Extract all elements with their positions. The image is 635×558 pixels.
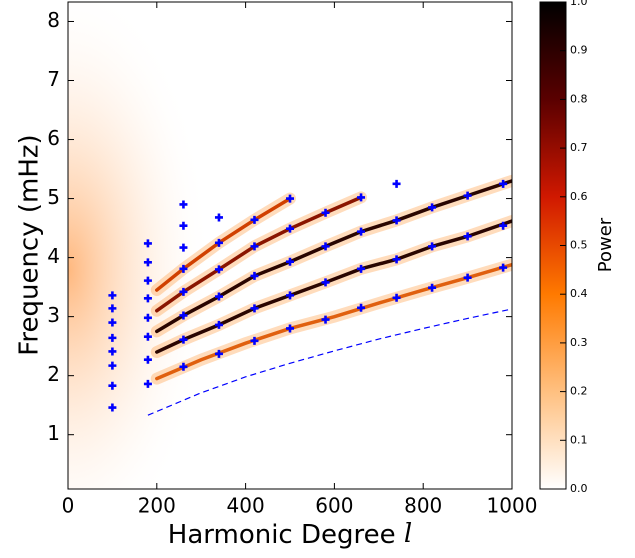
point-marker bbox=[250, 304, 259, 313]
point-marker bbox=[108, 333, 117, 342]
point-marker bbox=[321, 278, 330, 287]
point-marker bbox=[108, 291, 117, 300]
colorbar-tick-label: 0.9 bbox=[570, 44, 588, 57]
y-tick-label: 6 bbox=[47, 126, 60, 150]
point-marker bbox=[463, 273, 472, 282]
point-marker bbox=[357, 227, 366, 236]
point-marker bbox=[108, 304, 117, 313]
point-marker bbox=[179, 335, 188, 344]
point-marker bbox=[214, 238, 223, 247]
plot-frame bbox=[67, 1, 513, 490]
colorbar-tick-label: 0.8 bbox=[570, 92, 588, 105]
colorbar-tick-label: 0.1 bbox=[570, 433, 588, 446]
colorbar-tick-label: 0.2 bbox=[570, 385, 588, 398]
point-marker bbox=[250, 271, 259, 280]
y-tick-label: 2 bbox=[47, 362, 60, 386]
x-axis-symbol: l bbox=[404, 519, 412, 549]
point-marker bbox=[463, 191, 472, 200]
point-marker bbox=[143, 355, 152, 364]
colorbar-tick-label: 0.4 bbox=[570, 287, 588, 300]
x-tick-label: 800 bbox=[404, 494, 442, 518]
point-marker bbox=[108, 381, 117, 390]
point-marker bbox=[179, 287, 188, 296]
point-marker bbox=[321, 242, 330, 251]
point-marker bbox=[321, 208, 330, 217]
y-tick-label: 7 bbox=[47, 67, 60, 91]
point-marker bbox=[499, 263, 508, 272]
point-marker bbox=[108, 318, 117, 327]
point-marker bbox=[392, 255, 401, 264]
point-marker bbox=[392, 293, 401, 302]
point-marker bbox=[250, 215, 259, 224]
point-marker bbox=[143, 294, 152, 303]
point-marker bbox=[143, 239, 152, 248]
point-marker bbox=[179, 264, 188, 273]
point-marker bbox=[357, 303, 366, 312]
point-marker bbox=[250, 242, 259, 251]
point-marker bbox=[286, 291, 294, 300]
x-axis-label: Harmonic Degree l bbox=[168, 519, 412, 550]
point-marker bbox=[357, 264, 366, 273]
point-marker bbox=[143, 379, 152, 388]
point-marker bbox=[214, 213, 223, 222]
x-tick-label: 1000 bbox=[487, 494, 538, 518]
point-marker bbox=[428, 203, 437, 212]
y-tick-label: 8 bbox=[47, 8, 60, 32]
colorbar-tick-label: 0.5 bbox=[570, 239, 588, 252]
y-tick-label: 1 bbox=[47, 421, 60, 445]
colorbar-tick-label: 1.0 bbox=[570, 0, 588, 8]
point-marker bbox=[214, 349, 223, 358]
y-tick-label: 3 bbox=[47, 303, 60, 327]
point-marker bbox=[321, 315, 330, 324]
point-marker bbox=[286, 257, 294, 266]
point-marker bbox=[392, 216, 401, 225]
point-marker bbox=[428, 242, 437, 251]
point-marker bbox=[499, 221, 508, 230]
x-tick-label: 400 bbox=[227, 494, 265, 518]
dashed-curve bbox=[147, 308, 512, 416]
x-axis-label-text: Harmonic Degree bbox=[168, 520, 396, 550]
colorbar-label: Power bbox=[595, 217, 616, 272]
point-marker bbox=[428, 283, 437, 292]
point-marker bbox=[214, 292, 223, 301]
colorbar-tick-label: 0.0 bbox=[570, 482, 588, 495]
point-marker bbox=[179, 200, 188, 209]
colorbar-tick-label: 0.6 bbox=[570, 190, 588, 203]
point-marker bbox=[463, 232, 472, 241]
y-axis-label: Frequency (mHz) bbox=[15, 134, 45, 355]
point-marker bbox=[108, 403, 117, 412]
point-marker bbox=[499, 179, 508, 188]
point-marker bbox=[357, 193, 366, 202]
point-marker bbox=[214, 265, 223, 274]
x-tick-label: 200 bbox=[138, 494, 176, 518]
point-marker bbox=[179, 362, 188, 371]
point-marker bbox=[250, 336, 259, 345]
point-marker bbox=[214, 320, 223, 329]
plot-content bbox=[108, 174, 512, 416]
point-marker bbox=[143, 332, 152, 341]
point-marker bbox=[108, 347, 117, 356]
point-marker bbox=[143, 258, 152, 267]
colorbar-tick-label: 0.3 bbox=[570, 336, 588, 349]
point-marker bbox=[392, 179, 401, 188]
y-tick-label: 4 bbox=[47, 244, 60, 268]
point-marker bbox=[286, 224, 294, 233]
y-tick-label: 5 bbox=[47, 185, 60, 209]
point-marker bbox=[143, 313, 152, 322]
background-power bbox=[68, 2, 308, 489]
point-marker bbox=[179, 311, 188, 320]
point-marker bbox=[286, 324, 294, 333]
point-marker bbox=[143, 276, 152, 285]
x-tick-label: 600 bbox=[315, 494, 353, 518]
x-tick-label: 0 bbox=[62, 494, 75, 518]
point-marker bbox=[286, 194, 294, 203]
point-marker bbox=[108, 361, 117, 370]
colorbar-tick-label: 0.7 bbox=[570, 141, 588, 154]
point-marker bbox=[179, 243, 188, 252]
point-marker bbox=[179, 221, 188, 230]
